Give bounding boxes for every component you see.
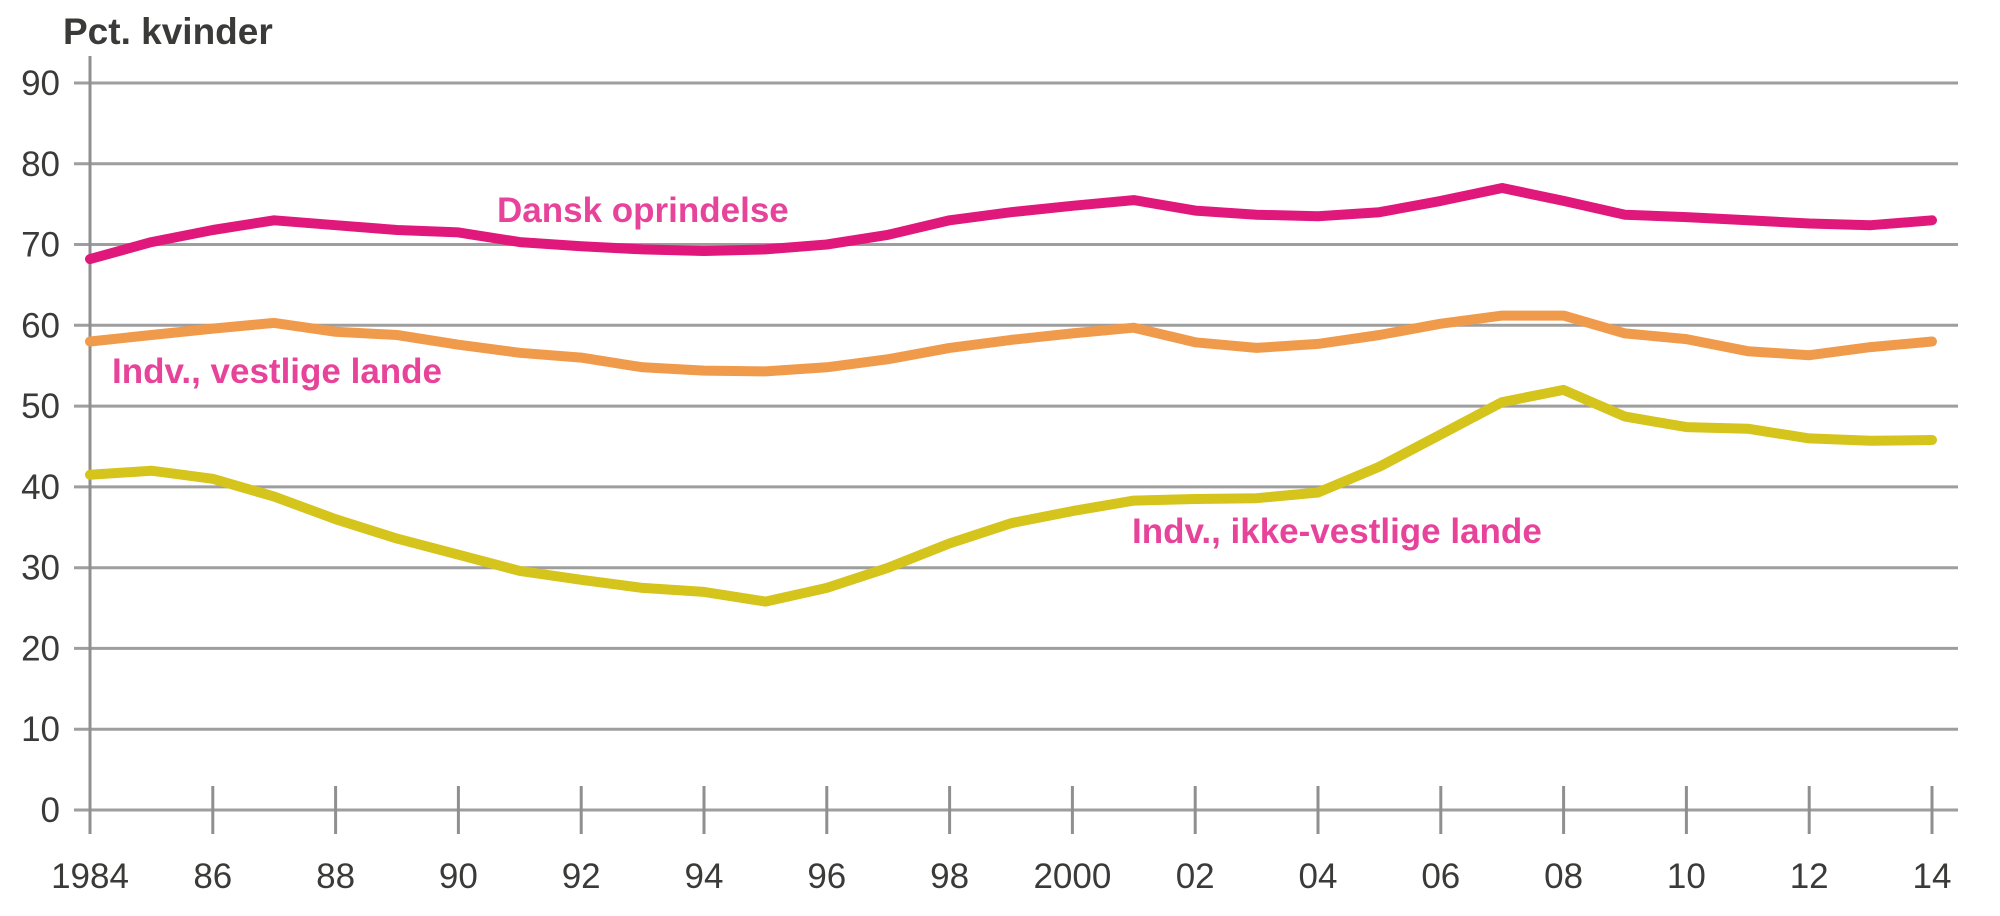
y-tick-labels: 0 10 20 30 40 50 60 70 80 90 — [21, 64, 60, 830]
x-tick-label-2004: 04 — [1299, 857, 1338, 896]
x-tick-label-1990: 90 — [439, 857, 478, 896]
y-tick-label-80: 80 — [21, 145, 60, 184]
x-tick-label-2014: 14 — [1913, 857, 1952, 896]
series-lines — [85, 183, 1937, 607]
x-tick-label-2010: 10 — [1667, 857, 1706, 896]
series-label-indv-vestlige-lande: Indv., vestlige lande — [112, 352, 442, 391]
x-tick-label-1988: 88 — [316, 857, 355, 896]
y-tick-label-90: 90 — [21, 64, 60, 103]
y-gridlines — [74, 81, 1958, 812]
x-tick-labels: 1984 86 88 90 92 94 96 98 2000 02 04 06 08 10 12 14 — [51, 857, 1951, 896]
y-tick-label-40: 40 — [21, 468, 60, 507]
x-tick-label-1998: 98 — [930, 857, 969, 896]
y-tick-label-0: 0 — [41, 791, 60, 830]
y-tick-label-10: 10 — [21, 710, 60, 749]
series-line-indv-ikke-vestlige-lande — [85, 384, 1937, 607]
x-tick-label-1986: 86 — [193, 857, 232, 896]
chart-title: Pct. kvinder — [63, 11, 273, 52]
x-tick-label-2002: 02 — [1176, 857, 1215, 896]
x-tick-label-2008: 08 — [1544, 857, 1583, 896]
x-tick-label-2012: 12 — [1790, 857, 1829, 896]
y-tick-label-70: 70 — [21, 226, 60, 265]
y-tick-label-30: 30 — [21, 549, 60, 588]
series-label-dansk-oprindelse: Dansk oprindelse — [497, 191, 789, 230]
x-tick-label-2006: 06 — [1421, 857, 1460, 896]
x-tick-label-1994: 94 — [685, 857, 724, 896]
x-tick-label-1992: 92 — [562, 857, 601, 896]
series-line-indv-vestlige-lande — [85, 310, 1937, 377]
y-tick-label-50: 50 — [21, 387, 60, 426]
x-tick-label-2000: 2000 — [1033, 857, 1111, 896]
series-line-dansk-oprindelse — [85, 183, 1937, 265]
x-ticks — [88, 786, 1934, 834]
x-tick-label-1996: 96 — [807, 857, 846, 896]
x-tick-label-1984: 1984 — [51, 857, 129, 896]
y-tick-label-20: 20 — [21, 629, 60, 668]
series-label-indv-ikke-vestlige-lande: Indv., ikke-vestlige lande — [1132, 512, 1542, 551]
y-tick-label-60: 60 — [21, 306, 60, 345]
